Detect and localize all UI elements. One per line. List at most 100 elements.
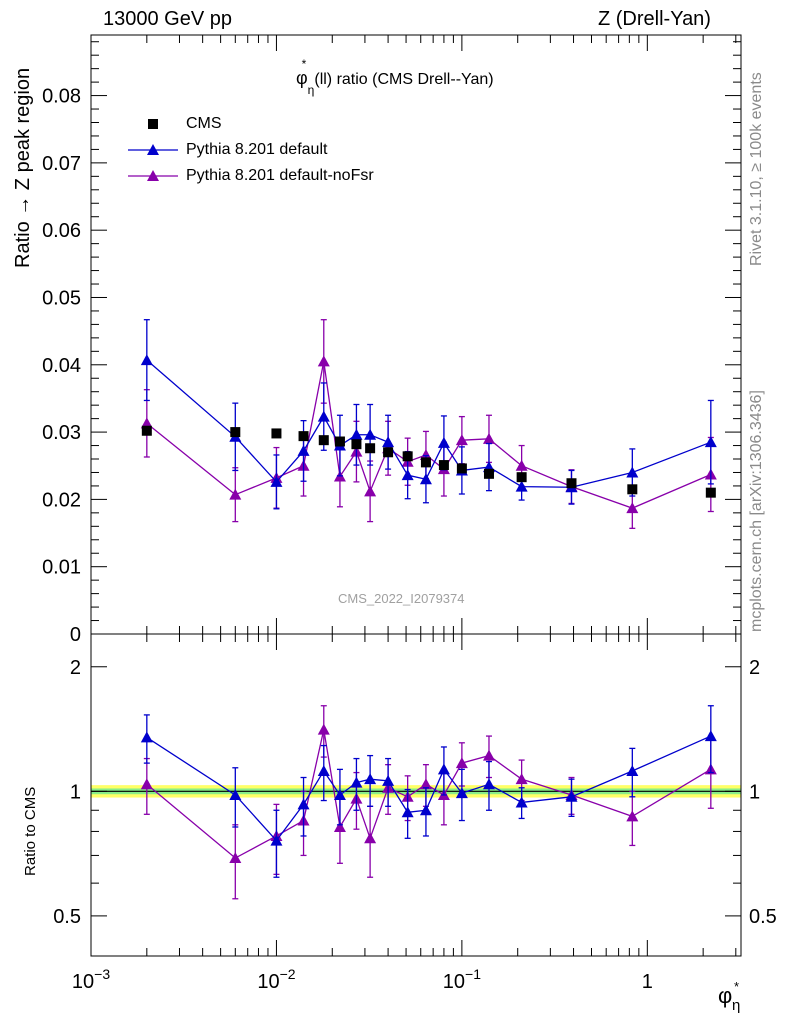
pythia-nofsr-line [146, 361, 712, 509]
y-tick-label: 0.05 [42, 287, 81, 309]
ratio-y-tick-label-right: 2 [749, 657, 760, 679]
cms-point [383, 447, 394, 458]
cms-point [456, 463, 467, 474]
cms-point [516, 472, 527, 483]
x-axis-phi: φ [718, 983, 733, 1008]
ratio-pythia-default-point [515, 796, 528, 808]
cms-point [334, 436, 345, 447]
ratio-pythia-nofsr-point [626, 810, 639, 822]
ratio-pythia-nofsr-point [482, 749, 495, 761]
ratio-pythia-default-point [140, 731, 153, 743]
pythia-default-point [317, 410, 330, 422]
pythia-nofsr-point [626, 502, 639, 514]
title-eta: η [307, 83, 315, 98]
y-tick-label: 0.04 [42, 355, 81, 377]
ratio-y-axis-label: Ratio to CMS [22, 786, 39, 876]
pythia-nofsr-point [140, 417, 153, 429]
ratio-pythia-nofsr-point [140, 778, 153, 790]
pythia-default-point [437, 436, 450, 448]
pythia-default-point [382, 436, 395, 448]
ratio-pythia-default-point [229, 788, 242, 800]
pythia-default-point [350, 428, 363, 440]
plot-title: φ * η(ll) ratio (CMS Drell--Yan) [296, 57, 494, 97]
legend-marker-pythia-default [147, 144, 159, 155]
x-tick-label: 10−1 [443, 966, 481, 993]
pythia-nofsr-point [364, 485, 377, 497]
x-tick-label-exponent: −3 [94, 966, 110, 982]
legend-label-cms: CMS [186, 115, 222, 132]
cms-point [438, 460, 449, 471]
ratio-pythia-default-point [482, 778, 495, 790]
pythia-default-point [401, 469, 414, 481]
legend-label-pythia-default: Pythia 8.201 default [186, 141, 328, 158]
y-tick-label: 0.01 [42, 557, 81, 579]
legend-marker-pythia-nofsr [147, 170, 159, 181]
cms-point [365, 443, 376, 454]
ratio-pythia-nofsr-point [515, 773, 528, 785]
pythia-default-point [704, 436, 717, 448]
ratio-pythia-default-point [333, 788, 346, 800]
ratio-pythia-default-point [437, 763, 450, 775]
x-tick-label: 10−2 [257, 966, 295, 993]
cms-point [627, 484, 638, 495]
pythia-nofsr-point [317, 355, 330, 367]
cms-point [566, 478, 577, 489]
y-tick-label: 0.03 [42, 422, 81, 444]
pythia-default-point [270, 475, 283, 487]
header-left-label: 13000 GeV pp [103, 8, 232, 30]
x-axis-eta: η [732, 997, 741, 1014]
ratio-pythia-nofsr-point [455, 757, 468, 769]
pythia-nofsr-point [515, 459, 528, 471]
pythia-nofsr-point [482, 432, 495, 444]
rivet-version-label: Rivet 3.1.10, ≥ 100k events [748, 72, 765, 266]
ratio-y-tick-label-right: 0.5 [749, 906, 777, 928]
y-tick-label: 0.06 [42, 220, 81, 242]
cms-point [402, 451, 413, 462]
ratio-pythia-nofsr-point [229, 852, 242, 864]
cms-point [271, 428, 282, 439]
ratio-pythia-nofsr-point [317, 723, 330, 735]
ratio-pythia-default-point [565, 790, 578, 802]
ratio-pythia-default-point [364, 773, 377, 785]
x-axis-star: * [734, 979, 740, 994]
header-right-label: Z (Drell-Yan) [598, 8, 711, 30]
pythia-default-line [146, 359, 712, 488]
cms-point [298, 431, 309, 442]
pythia-nofsr-point [229, 488, 242, 500]
ratio-y-tick-label: 1 [70, 781, 81, 803]
title-text: (ll) ratio (CMS Drell--Yan) [314, 71, 494, 88]
pythia-default-point [297, 444, 310, 456]
y-tick-label: 0 [70, 624, 81, 646]
ratio-pythia-default-point [626, 764, 639, 776]
pythia-nofsr-point [455, 434, 468, 446]
x-tick-label: 10−3 [72, 966, 110, 993]
ratio-pythia-default-point [297, 798, 310, 810]
ratio-pythia-nofsr-point [419, 778, 432, 790]
y-tick-label: 0.07 [42, 153, 81, 175]
x-tick-label-exponent: −2 [280, 966, 296, 982]
cms-point [318, 435, 329, 446]
ratio-pythia-default-point [419, 804, 432, 816]
cms-point [420, 457, 431, 468]
cms-point [705, 487, 716, 498]
ratio-pythia-default-point [401, 806, 414, 818]
ratio-pythia-nofsr-point [333, 820, 346, 832]
legend-label-pythia-nofsr: Pythia 8.201 default-noFsr [186, 167, 374, 184]
cms-point [483, 468, 494, 479]
pythia-nofsr-point [419, 448, 432, 460]
y-tick-label: 0.08 [42, 86, 81, 108]
x-tick-label-exponent: −1 [465, 966, 481, 982]
y-axis-label: Ratio → Z peak region [12, 67, 34, 268]
ratio-plot-frame [90, 633, 742, 957]
ratio-y-tick-label: 2 [70, 657, 81, 679]
mcplots-label: mcplots.cern.ch [arXiv:1306.3436] [748, 390, 765, 632]
title-star: * [301, 57, 307, 71]
ratio-pythia-default-line [146, 735, 712, 842]
cms-point [351, 439, 362, 450]
ratio-pythia-default-point [317, 764, 330, 776]
cms-point [230, 427, 241, 438]
ratio-pythia-default-point [704, 730, 717, 742]
x-tick-label: 1 [642, 971, 653, 993]
cms-point [141, 425, 152, 436]
